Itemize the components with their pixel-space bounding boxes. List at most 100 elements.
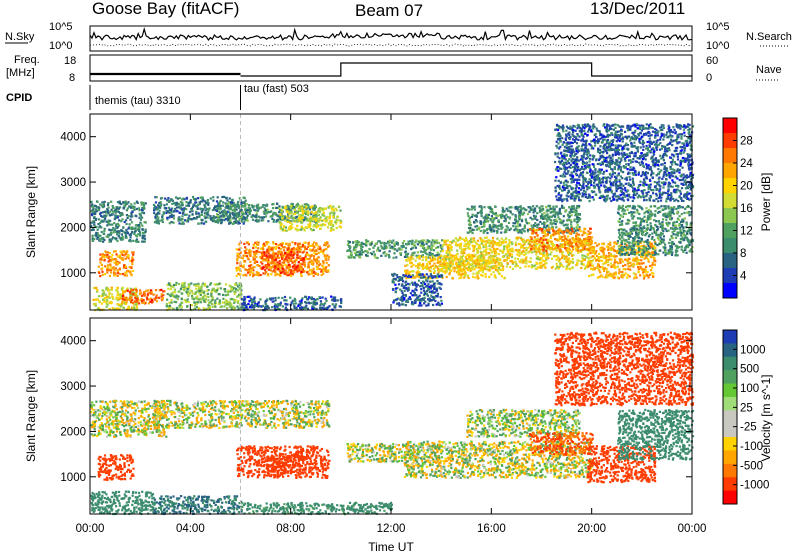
power-echo-cell: [103, 238, 106, 242]
power-echo-cell: [531, 241, 534, 244]
power-echo-cell: [498, 239, 501, 242]
power-echo-cell: [107, 221, 110, 224]
power-echo-cell: [305, 301, 308, 304]
power-echo-cell: [226, 293, 229, 296]
power-echo-cell: [113, 269, 116, 272]
power-echo-cell: [507, 245, 510, 248]
power-echo-cell: [304, 255, 307, 258]
power-echo-cell: [382, 252, 385, 255]
power-echo-cell: [474, 253, 477, 256]
power-echo-cell: [422, 243, 425, 246]
power-echo-cell: [303, 258, 306, 261]
power-echo-cell: [447, 248, 450, 251]
power-echo-cell: [223, 305, 226, 308]
power-echo-cell: [505, 207, 508, 210]
power-echo-cell: [237, 301, 240, 304]
power-echo-cell: [228, 217, 231, 220]
power-echo-cell: [298, 242, 301, 245]
power-echo-cell: [478, 205, 481, 208]
power-echo-cell: [231, 285, 234, 289]
power-echo-cell: [539, 252, 542, 255]
power-echo-cell: [290, 274, 293, 277]
power-echo-cell: [99, 261, 102, 264]
power-echo-cell: [470, 256, 473, 259]
power-echo-cell: [274, 213, 277, 216]
power-echo-cell: [518, 215, 521, 218]
power-echo-cell: [509, 266, 512, 269]
power-echo-cell: [479, 267, 482, 270]
power-echo-cell: [357, 241, 360, 244]
power-echo-cell: [245, 212, 248, 215]
power-echo-cell: [181, 215, 184, 218]
power-echo-cell: [348, 241, 351, 244]
power-echo-cell: [542, 217, 545, 220]
power-echo-cell: [298, 300, 301, 303]
power-echo-cell: [287, 244, 290, 247]
power-echo-cell: [293, 212, 297, 215]
power-echo-cell: [309, 206, 313, 209]
power-echo-cell: [518, 229, 521, 232]
power-echo-cell: [249, 298, 252, 301]
power-echo-cell: [517, 257, 520, 261]
power-echo-cell: [118, 268, 121, 271]
power-echo-cell: [304, 206, 307, 209]
power-echo-cell: [224, 206, 227, 209]
power-echo-cell: [270, 266, 274, 269]
power-echo-cell: [295, 266, 298, 269]
power-echo-cell: [482, 221, 485, 224]
power-echo-cell: [242, 274, 245, 277]
power-echo-cell: [225, 302, 228, 305]
power-echo-cell: [172, 210, 176, 213]
power-echo-cell: [111, 295, 114, 299]
power-echo-cell: [142, 240, 145, 243]
power-echo-cell: [492, 254, 496, 257]
power-echo-cell: [189, 289, 192, 292]
power-echo-cell: [555, 218, 558, 221]
power-echo-cell: [134, 300, 137, 303]
power-echo-cell: [250, 250, 253, 253]
power-echo-cell: [257, 220, 260, 223]
power-echo-cell: [271, 246, 274, 249]
power-echo-cell: [501, 214, 504, 217]
power-echo-cell: [457, 269, 460, 272]
power-echo-cell: [143, 237, 147, 240]
power-echo-cell: [130, 221, 134, 224]
power-echo-cell: [503, 259, 506, 262]
power-echo-cell: [197, 301, 200, 304]
power-echo-cell: [211, 296, 214, 299]
power-echo-cell: [520, 207, 523, 211]
power-echo-cell: [155, 300, 158, 303]
power-echo-cell: [291, 261, 294, 264]
power-echo-cell: [94, 302, 97, 305]
power-echo-cell: [325, 265, 328, 269]
power-echo-cell: [296, 224, 299, 227]
power-echo-cell: [170, 215, 174, 218]
power-echo-cell: [514, 241, 517, 244]
power-echo-cell: [377, 246, 380, 249]
power-echo-cell: [298, 264, 301, 267]
power-echo-cell: [473, 245, 476, 248]
power-echo-cell: [322, 209, 325, 212]
power-echo-cell: [471, 213, 474, 216]
power-echo-cell: [294, 216, 297, 219]
power-echo-cell: [477, 255, 480, 258]
power-echo-cell: [588, 250, 591, 253]
power-echo-cell: [125, 219, 128, 222]
power-echo-cell: [503, 220, 506, 223]
power-echo-cell: [324, 217, 327, 220]
power-echo-cell: [469, 269, 472, 272]
power-echo-cell: [336, 215, 339, 218]
power-echo-cell: [468, 240, 471, 243]
power-echo-cell: [384, 247, 387, 250]
power-echo-cell: [125, 228, 128, 232]
power-echo-cell: [325, 261, 328, 264]
power-echo-cell: [425, 257, 428, 260]
power-echo-cell: [310, 255, 313, 258]
power-echo-cell: [124, 204, 127, 207]
power-echo-cell: [116, 303, 119, 306]
power-echo-cell: [283, 215, 286, 218]
power-echo-cell: [103, 210, 106, 214]
power-echo-cell: [576, 213, 579, 216]
power-echo-cell: [244, 260, 247, 263]
power-echo-cell: [308, 205, 311, 208]
